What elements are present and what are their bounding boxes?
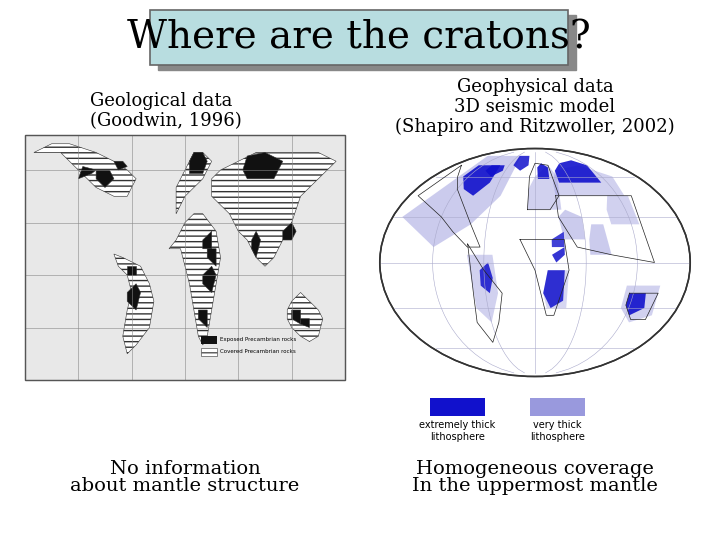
Bar — [158, 15, 576, 70]
Bar — [530, 398, 585, 416]
Polygon shape — [78, 166, 96, 179]
Text: Homogeneous coverage: Homogeneous coverage — [416, 460, 654, 478]
Polygon shape — [589, 224, 611, 255]
Polygon shape — [243, 152, 283, 179]
Polygon shape — [559, 210, 585, 239]
Polygon shape — [552, 232, 564, 247]
Bar — [430, 398, 485, 416]
Polygon shape — [513, 156, 529, 171]
Text: Geological data: Geological data — [90, 92, 233, 110]
Polygon shape — [176, 152, 212, 214]
Polygon shape — [127, 284, 140, 310]
Text: extremely thick
lithosphere: extremely thick lithosphere — [419, 420, 495, 442]
Polygon shape — [553, 165, 624, 195]
Text: Geophysical data: Geophysical data — [456, 78, 613, 96]
Polygon shape — [300, 319, 310, 327]
Ellipse shape — [380, 148, 690, 376]
Polygon shape — [292, 310, 300, 324]
Polygon shape — [169, 214, 220, 345]
Polygon shape — [528, 165, 562, 210]
Polygon shape — [485, 165, 505, 177]
Polygon shape — [287, 293, 323, 341]
Polygon shape — [198, 310, 207, 327]
Polygon shape — [114, 254, 154, 354]
Polygon shape — [463, 165, 500, 195]
Text: Exposed Precambrian rocks: Exposed Precambrian rocks — [220, 338, 296, 342]
Polygon shape — [543, 270, 569, 308]
Text: very thick
lithosphere: very thick lithosphere — [530, 420, 585, 442]
Polygon shape — [207, 249, 216, 266]
Text: (Goodwin, 1996): (Goodwin, 1996) — [90, 112, 242, 130]
Polygon shape — [34, 144, 136, 196]
Polygon shape — [189, 152, 207, 173]
Text: (Shapiro and Ritzwoller, 2002): (Shapiro and Ritzwoller, 2002) — [395, 118, 675, 136]
Bar — [150, 10, 568, 65]
Bar — [201, 348, 217, 356]
Polygon shape — [552, 247, 564, 262]
Polygon shape — [252, 231, 261, 258]
Polygon shape — [467, 255, 498, 322]
Polygon shape — [96, 170, 114, 187]
Polygon shape — [537, 163, 549, 179]
Polygon shape — [203, 266, 216, 293]
Text: No information: No information — [109, 460, 261, 478]
Polygon shape — [127, 266, 136, 275]
Polygon shape — [212, 152, 336, 266]
Polygon shape — [543, 270, 564, 308]
Text: Where are the cratons?: Where are the cratons? — [127, 19, 591, 57]
Polygon shape — [555, 160, 601, 183]
Polygon shape — [402, 156, 521, 247]
Text: 3D seismic model: 3D seismic model — [454, 98, 616, 116]
Bar — [375, 145, 695, 380]
Polygon shape — [607, 195, 639, 224]
Polygon shape — [203, 231, 212, 249]
Polygon shape — [621, 286, 660, 322]
Bar — [201, 336, 217, 344]
Polygon shape — [283, 222, 296, 240]
Text: Covered Precambrian rocks: Covered Precambrian rocks — [220, 349, 296, 354]
Text: about mantle structure: about mantle structure — [71, 477, 300, 495]
Polygon shape — [480, 262, 492, 293]
Text: In the uppermost mantle: In the uppermost mantle — [412, 477, 658, 495]
Polygon shape — [626, 293, 646, 315]
Polygon shape — [114, 161, 127, 170]
Bar — [25, 135, 345, 380]
